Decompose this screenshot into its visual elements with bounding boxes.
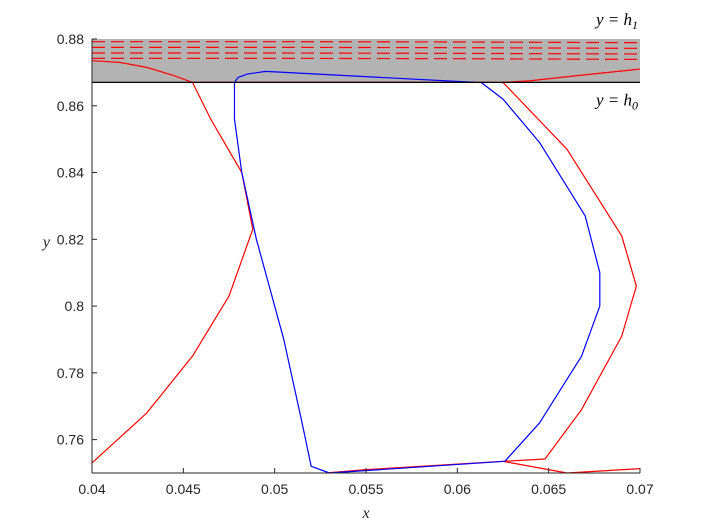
x-tick-label: 0.065 — [531, 481, 566, 497]
series-line-6 — [92, 46, 641, 49]
y-axis-label: y — [41, 234, 51, 251]
series-line-7 — [92, 52, 641, 55]
series-line-4 — [233, 70, 601, 474]
boundary-label-main: y = h — [594, 90, 632, 109]
series-layer — [91, 41, 641, 474]
y-tick-label: 0.88 — [57, 31, 84, 47]
series-line-0 — [91, 82, 254, 464]
x-tick-label: 0.045 — [166, 481, 201, 497]
x-tick-label: 0.04 — [78, 481, 105, 497]
y-tick-label: 0.82 — [57, 231, 84, 247]
y-tick-label: 0.76 — [57, 432, 84, 448]
x-axis-label: x — [361, 505, 369, 522]
x-tick-label: 0.055 — [348, 481, 383, 497]
y-tick-label: 0.78 — [57, 365, 84, 381]
y-tick-label: 0.8 — [65, 298, 85, 314]
tick-layer: 0.04 0.045 0.05 0.055 0.06 0.065 0.07 0.76 0.78 0… — [57, 31, 654, 497]
boundary-label-0: y = h0 — [594, 90, 638, 112]
y-tick-label: 0.86 — [57, 98, 84, 114]
x-tick-label: 0.07 — [626, 481, 653, 497]
boundary-label-main: y = h — [594, 10, 632, 29]
x-tick-label: 0.06 — [444, 481, 471, 497]
x-tick-label: 0.05 — [261, 481, 288, 497]
shaded-region — [92, 39, 640, 83]
boundary-label-1: y = h1 — [594, 10, 638, 32]
annot-layer: y = h0y = h1 — [594, 10, 638, 112]
series-line-8 — [92, 57, 641, 60]
band-layer — [92, 39, 640, 83]
y-tick-label: 0.84 — [57, 165, 84, 181]
boundary-label-subscript: 1 — [632, 18, 638, 32]
boundary-label-subscript: 0 — [632, 98, 638, 112]
series-line-5 — [92, 41, 641, 44]
